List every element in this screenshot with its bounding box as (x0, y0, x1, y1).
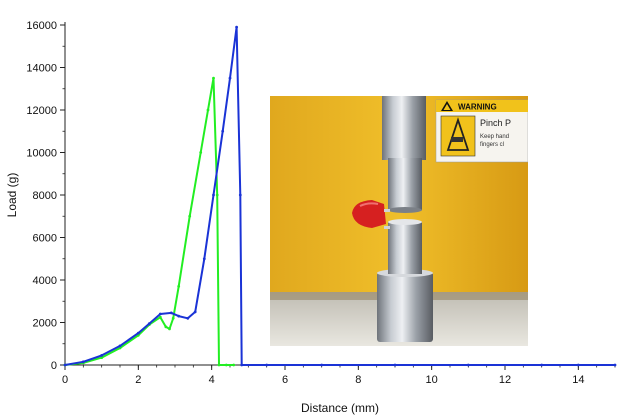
warning-line-1: Keep hand (480, 134, 509, 140)
series-line-1 (64, 77, 234, 366)
y-tick-label: 2000 (33, 318, 57, 330)
x-tick-label: 8 (355, 374, 361, 386)
series-point-0 (118, 344, 122, 348)
series-point-0 (240, 363, 244, 367)
series-point-0 (466, 363, 470, 367)
y-tick-label: 14000 (26, 63, 57, 75)
series-point-1 (188, 214, 192, 218)
series-point-0 (320, 363, 324, 367)
series-point-0 (235, 25, 239, 29)
series-point-1 (171, 316, 175, 320)
x-tick-label: 2 (135, 374, 141, 386)
series-point-1 (168, 327, 171, 331)
series-point-0 (193, 310, 197, 314)
y-tick-label: 12000 (26, 105, 57, 117)
series-point-0 (177, 314, 181, 318)
series-point-1 (217, 363, 221, 367)
x-tick-label: 4 (209, 374, 215, 386)
series-point-1 (224, 363, 228, 367)
x-tick-label: 12 (499, 374, 511, 386)
series-point-1 (199, 151, 203, 154)
series-point-0 (202, 257, 206, 261)
warning-title: WARNING (458, 103, 497, 112)
series-point-1 (206, 108, 210, 112)
series-point-1 (177, 285, 181, 288)
series-layer (63, 25, 617, 367)
series-point-0 (63, 363, 67, 367)
y-axis-label: Load (g) (5, 173, 19, 218)
series-point-0 (613, 363, 617, 367)
series-point-1 (100, 356, 104, 359)
series-point-0 (221, 129, 225, 133)
y-tick-label: 16000 (26, 20, 57, 32)
series-point-1 (232, 363, 236, 367)
series-point-0 (238, 193, 242, 197)
x-tick-label: 6 (282, 374, 288, 386)
series-point-0 (169, 311, 173, 315)
series-point-0 (136, 331, 140, 335)
x-tick-label: 0 (62, 374, 68, 386)
warning-label: WARNING Pinch P Keep hand fingers cl (435, 99, 528, 163)
series-point-1 (215, 193, 219, 197)
series-point-0 (393, 363, 397, 367)
series-point-1 (212, 76, 215, 80)
inset-photo: WARNING Pinch P Keep hand fingers cl (270, 96, 528, 346)
x-axis-ticks: 0 2 4 6 8 10 12 14 (62, 365, 616, 386)
series-point-1 (164, 325, 168, 329)
series-point-1 (158, 315, 162, 319)
series-point-0 (186, 316, 190, 320)
y-tick-label: 0 (51, 360, 57, 372)
series-point-0 (81, 360, 85, 364)
series-point-0 (158, 312, 162, 316)
x-axis-label: Distance (mm) (301, 401, 379, 415)
series-point-0 (540, 363, 544, 367)
x-tick-label: 10 (426, 374, 438, 386)
series-point-0 (576, 363, 580, 367)
warning-line-2: fingers cl (480, 142, 504, 148)
series-point-0 (212, 193, 215, 197)
y-tick-label: 10000 (26, 148, 57, 160)
warning-heading: Pinch P (480, 118, 511, 128)
y-axis-ticks: 0 2000 4000 6000 8000 10000 12000 14000 16000 (26, 20, 65, 372)
series-point-0 (147, 322, 151, 325)
y-tick-label: 8000 (33, 190, 57, 202)
series-point-0 (265, 363, 269, 367)
x-tick-label: 14 (572, 374, 584, 386)
y-tick-label: 6000 (33, 233, 57, 245)
series-point-0 (100, 354, 104, 357)
series-point-0 (228, 76, 232, 80)
y-tick-label: 4000 (33, 275, 57, 287)
